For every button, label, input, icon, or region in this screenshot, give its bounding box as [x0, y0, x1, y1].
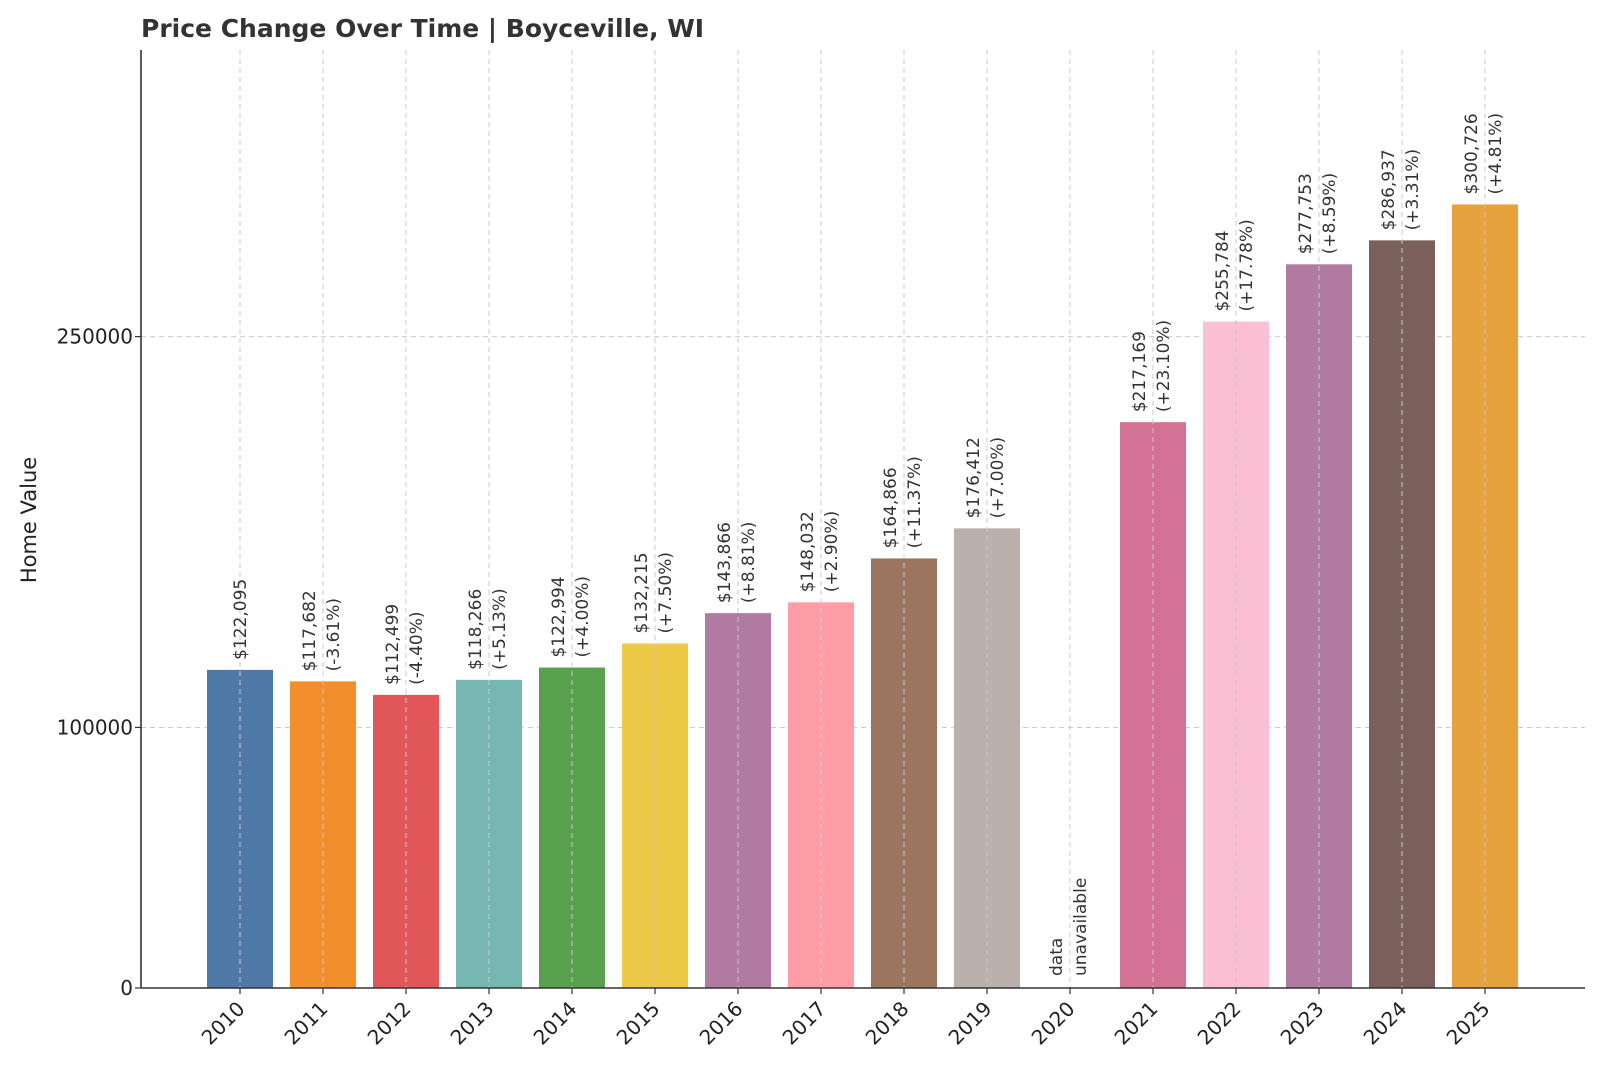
missing-data-label: data [1047, 938, 1067, 976]
bar-value-label: $300,726 [1462, 113, 1482, 194]
bar-change-label: (+7.50%) [656, 552, 676, 634]
bar-change-label: (+8.81%) [739, 522, 759, 604]
bar-change-label: (+23.10%) [1154, 320, 1174, 412]
bar [788, 602, 854, 988]
bar-change-label: (+7.00%) [988, 437, 1008, 519]
gridlines [141, 336, 1585, 728]
x-tick-label: 2016 [695, 997, 748, 1050]
bar-value-label: $117,682 [300, 590, 320, 671]
bar-value-label: $122,994 [549, 576, 569, 657]
bar [1120, 422, 1186, 988]
x-tick-label: 2011 [280, 997, 333, 1050]
bar-value-label: $112,499 [383, 604, 403, 685]
x-tick-label: 2019 [944, 997, 997, 1050]
x-tick-label: 2015 [612, 997, 665, 1050]
bars [207, 50, 1518, 989]
bar [1369, 240, 1435, 989]
bar-value-label: $286,937 [1379, 149, 1399, 230]
bar-change-label: (+3.31%) [1403, 149, 1423, 231]
bar-change-label: (+4.00%) [573, 576, 593, 658]
x-tick-label: 2012 [363, 997, 416, 1050]
axes [140, 50, 1585, 989]
y-tick-label: 250000 [57, 325, 133, 349]
bar-change-label: (+11.37%) [905, 456, 925, 548]
bar-change-label: (+5.13%) [490, 588, 510, 670]
y-axis-title: Home Value [17, 457, 41, 583]
bar-change-label: (-4.40%) [407, 611, 427, 684]
x-tick-label: 2010 [197, 997, 250, 1050]
bar-value-label: $176,412 [964, 437, 984, 518]
bar-value-label: $255,784 [1213, 230, 1233, 311]
bar-value-label: $217,169 [1130, 331, 1150, 412]
x-tick-label: 2020 [1027, 997, 1080, 1050]
x-tick-label: 2024 [1359, 997, 1412, 1050]
bar-value-label: $148,032 [798, 511, 818, 592]
bar-change-label: (+4.81%) [1486, 113, 1506, 195]
bar-value-label: $277,753 [1296, 173, 1316, 254]
x-tick-label: 2021 [1110, 997, 1163, 1050]
x-tick-label: 2018 [861, 997, 914, 1050]
x-tick-label: 2022 [1193, 997, 1246, 1050]
bar [954, 528, 1020, 988]
bar-value-label: $143,866 [715, 522, 735, 603]
y-tick-label: 0 [120, 976, 133, 1000]
bar-value-label: $164,866 [881, 467, 901, 548]
x-tick-label: 2013 [446, 997, 499, 1050]
chart-title: Price Change Over Time | Boyceville, WI [141, 14, 705, 43]
bar-change-label: (+17.78%) [1237, 219, 1257, 311]
labels: 0 100000 250000 2010 $122,095 2011 $117,682 (-3… [57, 113, 1506, 1050]
missing-data-label: unavailable [1071, 878, 1091, 976]
x-tick-label: 2017 [778, 997, 831, 1050]
x-tick-label: 2014 [529, 997, 582, 1050]
bar-change-label: (+2.90%) [822, 511, 842, 593]
bar-value-label: $122,095 [231, 579, 251, 660]
x-tick-label: 2025 [1442, 997, 1495, 1050]
bar-change-label: (-3.61%) [324, 598, 344, 671]
bar-value-label: $132,215 [632, 552, 652, 633]
bar [1452, 204, 1518, 988]
bar-change-label: (+8.59%) [1320, 173, 1340, 255]
y-tick-label: 100000 [57, 715, 133, 739]
x-tick-label: 2023 [1276, 997, 1329, 1050]
bar-value-label: $118,266 [466, 589, 486, 670]
